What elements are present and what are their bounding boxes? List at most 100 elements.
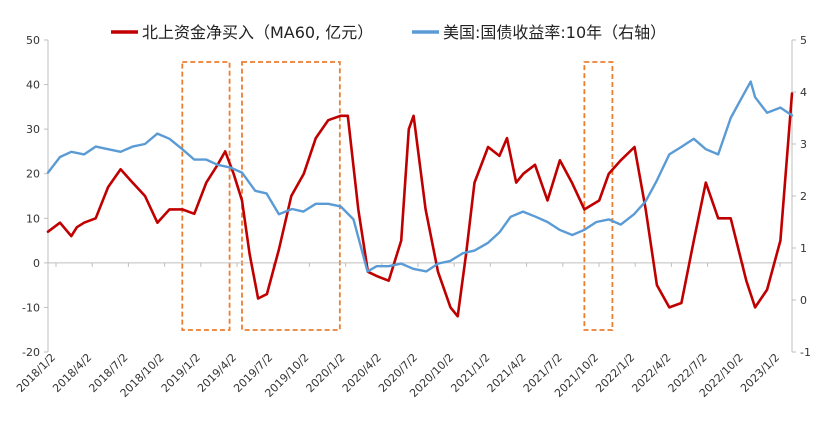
us10y-point: [717, 153, 720, 156]
north-point: [314, 137, 317, 140]
us10y-point: [509, 215, 512, 218]
us10y-point: [668, 153, 671, 156]
left-y-tick-label: 30: [26, 123, 40, 136]
x-tick-label: 2023/1/2: [738, 351, 782, 395]
us10y-point: [487, 241, 489, 244]
north-point: [224, 150, 227, 153]
us10y-point: [729, 117, 732, 119]
north-point: [59, 221, 61, 224]
left-y-tick-label: -20: [22, 346, 40, 359]
north-point: [327, 119, 330, 122]
left-y-tick-label: 0: [33, 257, 40, 270]
axes: -20-1001020304050-10123452018/1/22018/4/…: [14, 34, 811, 400]
us10y-point: [265, 192, 268, 195]
highlight-boxes: [181, 61, 614, 331]
north-point: [449, 306, 452, 309]
north-point: [598, 199, 601, 202]
us10y-point: [400, 262, 403, 265]
north-point: [232, 172, 235, 175]
us10y-point: [546, 221, 549, 223]
us10y-point: [278, 213, 280, 216]
north-point: [400, 239, 403, 242]
right-y-tick-label: -1: [800, 346, 811, 359]
north-point: [656, 284, 658, 286]
north-point: [47, 230, 49, 233]
us10y-point: [749, 80, 752, 83]
legend: 北上资金净买入（MA60, 亿元） 美国:国债收益率:10年（右轴）: [111, 23, 666, 42]
north-point: [754, 306, 756, 309]
us10y-point: [473, 249, 476, 252]
us10y-point: [254, 189, 257, 192]
us10y-point: [595, 221, 598, 223]
series-line-north: [46, 92, 794, 318]
left-y-tick-label: 40: [26, 79, 40, 92]
left-y-tick-label: 20: [26, 168, 40, 181]
us10y-point: [779, 106, 782, 109]
us10y-point: [583, 228, 586, 231]
us10y-point: [156, 132, 159, 135]
north-point: [107, 186, 109, 189]
north-point: [791, 92, 793, 95]
north-point: [131, 181, 134, 184]
us10y-point: [571, 234, 574, 236]
north-point: [168, 208, 171, 211]
us10y-point: [47, 171, 49, 174]
us10y-point: [412, 267, 415, 270]
north-point: [473, 181, 476, 184]
north-point: [278, 248, 280, 251]
north-point: [559, 159, 561, 162]
north-point: [546, 199, 549, 202]
north-point: [70, 235, 73, 238]
us10y-point: [302, 210, 305, 213]
north-point: [205, 181, 208, 184]
north-point: [144, 195, 146, 197]
north-point: [119, 168, 122, 171]
north-point: [644, 208, 647, 211]
us10y-point: [291, 208, 293, 210]
us10y-point: [607, 218, 610, 221]
us10y-point: [107, 148, 109, 151]
us10y-point: [229, 166, 231, 169]
north-point: [534, 163, 536, 166]
us10y-point: [216, 163, 219, 166]
north-point: [357, 208, 360, 211]
us10y-point: [791, 114, 793, 117]
us10y-point: [449, 260, 451, 262]
us10y-point: [692, 137, 695, 140]
north-point: [376, 275, 378, 278]
left-y-tick-label: -10: [22, 301, 40, 314]
north-point: [407, 128, 410, 131]
us10y-point: [241, 171, 243, 174]
us10y-point: [425, 270, 428, 273]
north-point: [181, 208, 184, 211]
us10y-point: [205, 158, 208, 161]
us10y-point: [181, 148, 184, 151]
north-point: [779, 239, 782, 242]
us10y-point: [314, 202, 317, 205]
series-points-0: [47, 92, 793, 318]
left-y-tick-label: 50: [26, 34, 40, 47]
north-point: [76, 226, 78, 229]
north-point: [302, 172, 305, 175]
us10y-point: [498, 231, 501, 234]
north-point: [387, 279, 390, 282]
right-y-tick-label: 4: [800, 86, 807, 99]
north-point: [729, 217, 732, 220]
north-point: [571, 181, 573, 184]
us10y-point: [704, 148, 707, 151]
north-point: [607, 172, 610, 175]
right-y-tick-label: 3: [800, 138, 807, 151]
series-lines: [46, 80, 794, 318]
us10y-point: [387, 265, 390, 268]
us10y-point: [437, 262, 439, 265]
us10y-point: [352, 218, 355, 221]
highlight-box-2: [583, 61, 614, 331]
us10y-point: [144, 143, 146, 145]
north-point: [633, 146, 636, 148]
us10y-point: [131, 145, 134, 148]
us10y-point: [83, 153, 85, 156]
us10y-point: [644, 200, 647, 203]
north-point: [248, 253, 251, 255]
us10y-point: [119, 150, 122, 153]
north-point: [241, 199, 243, 202]
